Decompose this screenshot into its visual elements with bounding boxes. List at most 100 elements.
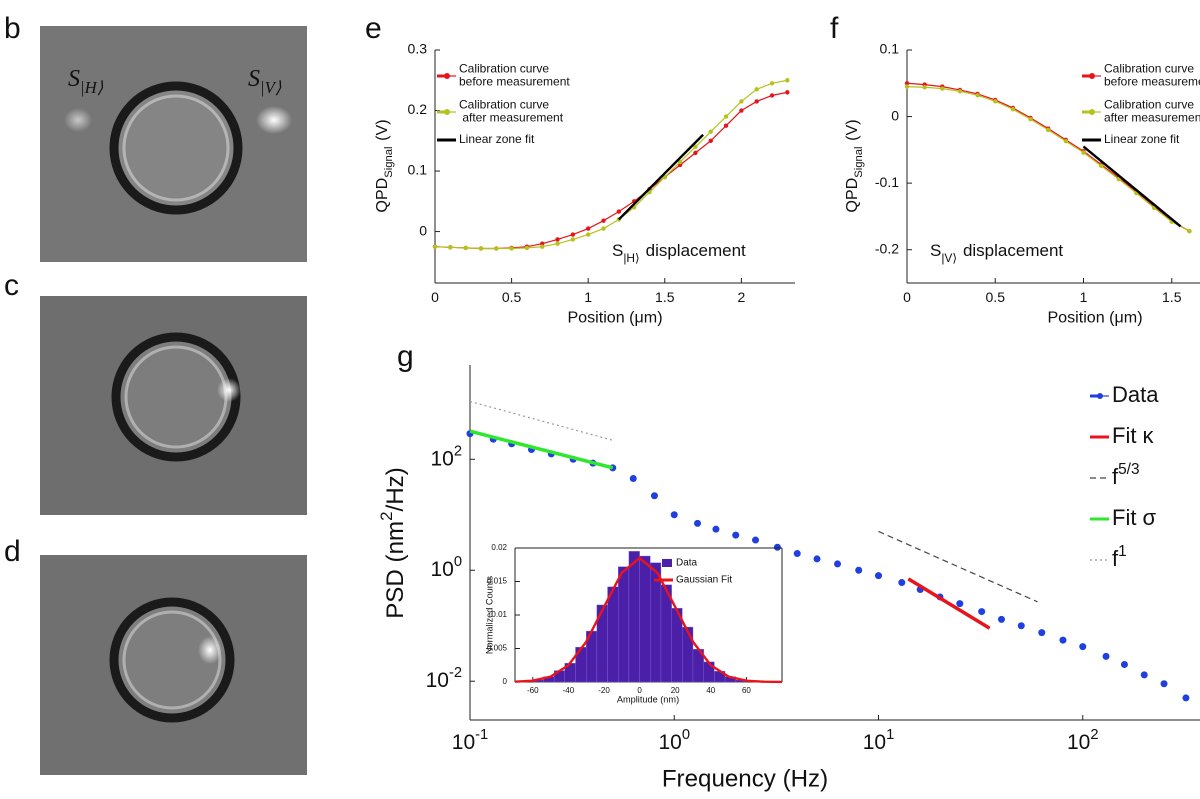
- y-tick-label: 0.01: [491, 610, 507, 619]
- y-tick-label: 100: [430, 554, 462, 581]
- spot-label: S|H⟩: [68, 66, 104, 98]
- chart: -60 -40 -20 0 20 40 60 0 0.005 0.01 0.015 0.02 Ampli…: [484, 543, 783, 704]
- data-point: [875, 572, 883, 580]
- text-part: S: [248, 66, 260, 92]
- x-tick-label: 0.5: [986, 289, 1006, 305]
- y-tick-label: 102: [430, 443, 462, 470]
- histogram-bar: [618, 566, 630, 683]
- y-tick-label: 10-2: [426, 665, 462, 692]
- x-tick-label: 20: [671, 686, 680, 695]
- x-tick-label: -40: [563, 686, 575, 695]
- histogram-bar: [682, 626, 694, 683]
- chart: f 0 0.5 1 1.5 -0.2 -0.1 0 0.1 Position (μm) QPDSig…: [830, 12, 1200, 326]
- series-line: [514, 556, 783, 684]
- text-part: S: [612, 241, 623, 260]
- panel-label: f: [830, 12, 839, 45]
- image-d: [40, 555, 307, 775]
- annotation: S|V⟩ displacement: [930, 241, 1063, 265]
- data-point: [978, 608, 986, 616]
- text-part: displacement: [646, 241, 746, 260]
- x-tick-label: 40: [706, 686, 715, 695]
- panel-label: d: [4, 535, 21, 568]
- x-tick-label: 1: [1080, 289, 1088, 305]
- y-tick-label: 0: [419, 222, 427, 238]
- text-part: (V): [373, 119, 391, 140]
- panel-label: b: [4, 12, 21, 45]
- x-tick-label: 10-1: [452, 727, 488, 754]
- y-axis-label: Normalized Counts: [484, 576, 494, 655]
- x-axis-label: Frequency (Hz): [662, 765, 828, 792]
- chart: g 10-1 100 101 102 10-2 100 102 Frequency (Hz) PS…: [377, 340, 1200, 792]
- text-part: |H⟩: [623, 251, 639, 265]
- data-point: [732, 531, 740, 539]
- y-tick-label: 0.2: [408, 101, 428, 117]
- y-axis-label: QPDSignal (V): [373, 119, 395, 212]
- text-part: |V⟩: [941, 251, 957, 265]
- panel-label: g: [397, 340, 414, 373]
- x-tick-label: 101: [863, 727, 895, 754]
- series-line: [469, 429, 614, 470]
- legend-label: Calibration curve after measurement: [459, 98, 564, 125]
- histogram-bar: [628, 551, 640, 683]
- legend-label: f1: [1112, 543, 1127, 571]
- x-tick-label: 60: [742, 686, 751, 695]
- y-tick-label: -0.1: [875, 174, 899, 190]
- data-point: [1017, 622, 1025, 630]
- x-tick-label: -60: [527, 686, 539, 695]
- data-point: [834, 560, 842, 568]
- image-c: [40, 296, 307, 515]
- legend-label: Fit σ: [1112, 505, 1157, 530]
- x-tick-label: 0: [637, 686, 642, 695]
- data-point: [752, 536, 760, 544]
- legend-label: Fit κ: [1112, 423, 1155, 448]
- x-tick-label: 102: [1067, 727, 1099, 754]
- data-point: [997, 615, 1005, 623]
- data-point: [898, 579, 906, 587]
- x-tick-label: 0: [431, 289, 439, 305]
- data-point: [773, 543, 781, 551]
- panel-label: e: [365, 12, 382, 45]
- x-tick-label: -20: [598, 686, 610, 695]
- x-axis-label: Amplitude (nm): [617, 694, 679, 704]
- x-tick-label: 100: [658, 727, 690, 754]
- x-tick-label: 2: [737, 289, 745, 305]
- x-axis-label: Position (μm): [1047, 308, 1142, 326]
- text-part: S: [930, 241, 941, 260]
- x-axis-label: Position (μm): [567, 308, 662, 326]
- y-axis-label: PSD (nm2/Hz): [377, 467, 409, 619]
- y-axis-label: QPDSignal (V): [843, 119, 865, 212]
- data-point: [694, 519, 702, 527]
- data-point: [1038, 629, 1046, 637]
- series-line: [907, 577, 991, 630]
- data-point: [813, 555, 821, 563]
- x-tick-label: 1.5: [1162, 289, 1182, 305]
- legend-label: Gaussian Fit: [676, 575, 732, 586]
- x-tick-label: 1.5: [655, 289, 675, 305]
- histogram-bar: [703, 661, 715, 683]
- legend-label: f5/3: [1112, 461, 1140, 489]
- text-part: Signal: [853, 146, 865, 177]
- data-point: [1120, 661, 1128, 669]
- text-part: QPD: [843, 178, 861, 213]
- panel-label: c: [4, 269, 19, 302]
- text-part: |V⟩: [260, 78, 282, 97]
- x-tick-label: 1: [584, 289, 592, 305]
- text-part: Signal: [383, 146, 395, 177]
- x-tick-label: 0.5: [502, 289, 522, 305]
- y-tick-label: 0.005: [487, 644, 508, 653]
- y-tick-label: 0.02: [491, 543, 507, 552]
- series-line: [432, 78, 790, 251]
- data-point: [1182, 694, 1190, 702]
- data-point: [629, 475, 637, 483]
- series-line: [904, 84, 1192, 234]
- text-part: displacement: [963, 241, 1063, 260]
- data-point: [855, 566, 863, 574]
- series-line: [878, 530, 1038, 603]
- series-line: [617, 133, 704, 221]
- histogram-bar: [639, 555, 651, 683]
- data-point: [650, 492, 658, 500]
- y-tick-label: 0.1: [880, 41, 900, 57]
- series-line: [1082, 145, 1182, 228]
